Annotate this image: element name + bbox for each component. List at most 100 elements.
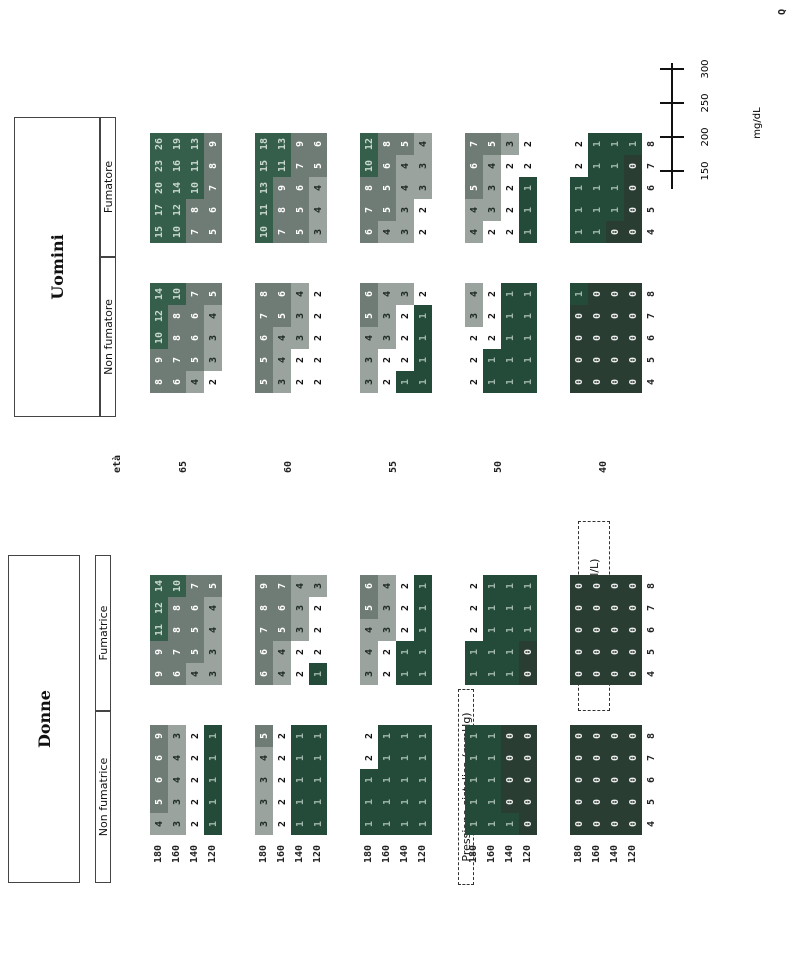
risk-cell: 1 (519, 221, 537, 243)
risk-cell: 7 (465, 133, 483, 155)
risk-cell: 2 (501, 199, 519, 221)
risk-cell: 1 (309, 791, 327, 813)
risk-cell: 0 (570, 813, 588, 835)
risk-cell: 1 (414, 641, 432, 663)
risk-cell: 1 (483, 619, 501, 641)
risk-panel: 10 11 13 15 18 7 8 9 11 13 5 5 6 7 9 3 4 4 5 6 (255, 133, 327, 243)
risk-cell: 8 (360, 177, 378, 199)
risk-cell: 13 (273, 133, 291, 155)
risk-cell: 0 (588, 747, 606, 769)
risk-cell: 3 (483, 199, 501, 221)
risk-cell: 1 (606, 177, 624, 199)
risk-cell: 1 (414, 747, 432, 769)
risk-cell: 1 (465, 813, 483, 835)
risk-cell: 2 (483, 221, 501, 243)
risk-cell: 0 (570, 305, 588, 327)
risk-cell: 2 (501, 221, 519, 243)
risk-cell: 1 (501, 663, 519, 685)
risk-cell: 4 (273, 641, 291, 663)
risk-cell: 1 (519, 349, 537, 371)
risk-cell: 3 (378, 305, 396, 327)
risk-cell: 2 (396, 619, 414, 641)
risk-cell: 2 (309, 349, 327, 371)
risk-cell: 1 (414, 597, 432, 619)
risk-cell: 1 (414, 791, 432, 813)
risk-cell: 4 (255, 747, 273, 769)
risk-cell: 0 (606, 349, 624, 371)
risk-cell: 3 (396, 199, 414, 221)
risk-cell: 5 (465, 177, 483, 199)
risk-cell: 4 (360, 327, 378, 349)
non-smoker-female-header: Non fumatrice (95, 711, 111, 883)
risk-cell: 1 (204, 725, 222, 747)
risk-cell: 12 (150, 597, 168, 619)
risk-cell: 2 (396, 327, 414, 349)
risk-cell: 0 (501, 747, 519, 769)
risk-cell: 0 (606, 619, 624, 641)
risk-cell: 1 (309, 813, 327, 835)
risk-cell: 7 (204, 177, 222, 199)
risk-cell: 1 (414, 769, 432, 791)
risk-cell: 5 (255, 725, 273, 747)
risk-cell: 4 (204, 619, 222, 641)
risk-cell: 13 (255, 177, 273, 199)
risk-cell: 5 (273, 619, 291, 641)
risk-cell: 3 (255, 769, 273, 791)
risk-cell: 2 (519, 155, 537, 177)
risk-cell: 1 (501, 327, 519, 349)
risk-cell: 1 (606, 133, 624, 155)
risk-cell: 0 (624, 199, 642, 221)
risk-cell: 1 (519, 619, 537, 641)
risk-cell: 0 (624, 283, 642, 305)
risk-cell: 11 (186, 155, 204, 177)
risk-cell: 1 (483, 641, 501, 663)
risk-cell: 5 (396, 133, 414, 155)
risk-cell: 0 (624, 597, 642, 619)
risk-cell: 2 (396, 305, 414, 327)
sbp-label: 160 (276, 844, 287, 863)
risk-cell: 1 (519, 327, 537, 349)
risk-cell: 1 (501, 283, 519, 305)
risk-cell: 12 (150, 305, 168, 327)
risk-cell: 0 (588, 769, 606, 791)
risk-cell: 1 (501, 305, 519, 327)
risk-cell: 2 (309, 305, 327, 327)
risk-cell: 3 (378, 619, 396, 641)
risk-cell: 3 (204, 663, 222, 685)
risk-cell: 1 (360, 813, 378, 835)
sbp-label: 120 (627, 844, 638, 863)
risk-cell: 7 (168, 641, 186, 663)
risk-cell: 0 (570, 327, 588, 349)
risk-cell: 0 (624, 747, 642, 769)
risk-cell: 1 (483, 725, 501, 747)
risk-cell: 2 (309, 283, 327, 305)
risk-cell: 1 (501, 371, 519, 393)
risk-cell: 9 (291, 133, 309, 155)
risk-cell: 1 (483, 349, 501, 371)
risk-cell: 1 (291, 725, 309, 747)
risk-cell: 1 (396, 813, 414, 835)
risk-cell: 1 (588, 177, 606, 199)
risk-cell: 0 (606, 813, 624, 835)
risk-cell: 0 (588, 663, 606, 685)
risk-cell: 10 (168, 283, 186, 305)
risk-cell: 4 (465, 283, 483, 305)
risk-panel: 15 17 20 23 26 10 12 14 16 19 7 8 10 11 13 5 6 7 8 9 (150, 133, 222, 243)
risk-cell: 2 (204, 371, 222, 393)
risk-cell: 1 (501, 597, 519, 619)
sbp-label: 180 (258, 844, 269, 863)
risk-cell: 2 (273, 747, 291, 769)
risk-cell: 8 (255, 283, 273, 305)
risk-cell: 4 (396, 155, 414, 177)
age-row-label: 60 (283, 460, 294, 473)
risk-cell: 0 (606, 747, 624, 769)
risk-cell: 4 (483, 155, 501, 177)
risk-cell: 13 (186, 133, 204, 155)
risk-cell: 1 (309, 747, 327, 769)
risk-cell: 1 (501, 575, 519, 597)
